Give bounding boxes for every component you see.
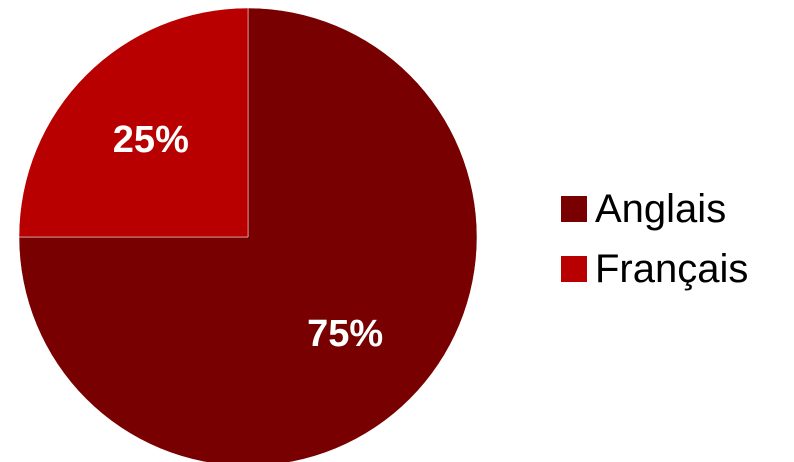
legend: Anglais Français [561, 179, 748, 299]
pie-slice-francais [18, 7, 249, 238]
data-label-anglais: 75% [307, 313, 383, 355]
data-label-francais: 25% [113, 119, 189, 161]
pie-slices [18, 7, 478, 462]
legend-item-anglais: Anglais [561, 179, 748, 239]
legend-label-francais: Français [595, 246, 749, 291]
legend-label-anglais: Anglais [595, 186, 727, 231]
pie-data-labels: 75% 25% [113, 119, 383, 355]
legend-swatch-anglais [561, 196, 587, 222]
legend-item-francais: Français [561, 239, 748, 299]
legend-swatch-francais [561, 256, 587, 282]
pie-slice-anglais [18, 7, 478, 462]
